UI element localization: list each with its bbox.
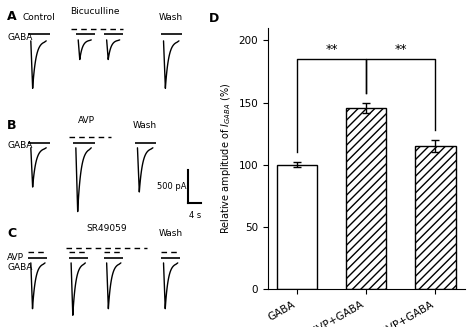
Text: Bicuculline: Bicuculline	[70, 7, 119, 16]
Bar	[277, 165, 317, 289]
Bar	[346, 108, 386, 289]
Text: A: A	[7, 10, 17, 23]
Text: D: D	[209, 12, 219, 25]
Bar	[415, 146, 456, 289]
Text: C: C	[7, 227, 16, 240]
Text: 500 pA: 500 pA	[156, 182, 186, 191]
Y-axis label: Relative amplitude of $I_{GABA}$ (%): Relative amplitude of $I_{GABA}$ (%)	[219, 83, 233, 234]
Text: 4 s: 4 s	[189, 211, 201, 220]
Text: **: **	[394, 43, 407, 57]
Text: **: **	[325, 43, 338, 57]
Text: Wash: Wash	[133, 121, 156, 130]
Text: AVP: AVP	[7, 253, 24, 263]
Text: GABA: GABA	[7, 263, 33, 272]
Text: B: B	[7, 119, 17, 132]
Text: SR49059: SR49059	[86, 224, 127, 233]
Text: Control: Control	[23, 13, 55, 22]
Text: Wash: Wash	[159, 229, 182, 238]
Text: GABA: GABA	[7, 141, 33, 150]
Text: Wash: Wash	[159, 13, 182, 22]
Text: GABA: GABA	[7, 33, 33, 42]
Text: AVP: AVP	[78, 116, 95, 125]
